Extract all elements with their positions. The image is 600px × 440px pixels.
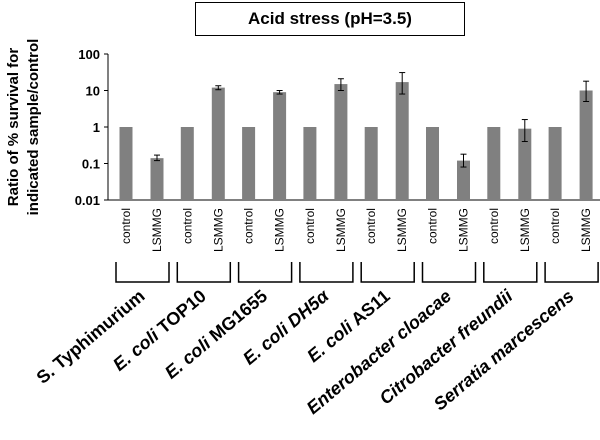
group-bracket: [544, 262, 599, 283]
group-label-part: S. Typhimurium: [33, 286, 149, 388]
group-bracket: [115, 262, 170, 283]
category-label: control: [487, 208, 501, 244]
category-label: LSMMG: [518, 208, 532, 252]
category-label: control: [364, 208, 378, 244]
bar-lsmmg: [273, 92, 287, 200]
y-tick-label: 10: [86, 84, 100, 99]
group-bracket: [237, 262, 293, 283]
category-label: LSMMG: [579, 208, 593, 252]
bar-control: [426, 127, 439, 200]
category-label: control: [426, 208, 440, 244]
bar-lsmmg: [211, 87, 225, 200]
category-labels: control LSMMG control LSMMG control LSMMG cont…: [119, 208, 593, 252]
y-axis-label: Ratio of % survival for indicated sample/…: [5, 39, 42, 216]
y-tick-label: 1: [93, 120, 100, 135]
group-bracket: [483, 262, 538, 283]
bar-control: [180, 127, 194, 200]
bar-lsmmg: [395, 82, 409, 200]
category-label: LSMMG: [273, 208, 287, 252]
category-label: LSMMG: [211, 208, 225, 252]
bar-control: [303, 127, 317, 200]
bar-lsmmg: [579, 90, 593, 200]
y-axis-label-line: Ratio of % survival for: [5, 48, 22, 207]
bar-control: [487, 127, 501, 200]
group-bracket: [176, 262, 232, 283]
group-label-part: AS11: [344, 286, 394, 332]
group-bracket: [421, 262, 477, 283]
y-axis-label-line: indicated sample/control: [25, 39, 42, 216]
category-label: control: [119, 208, 133, 244]
bar-control: [364, 127, 378, 200]
category-label: LSMMG: [457, 208, 471, 252]
category-label: control: [548, 208, 562, 244]
y-tick-label: 0.1: [82, 157, 100, 172]
bar-lsmmg: [518, 128, 532, 200]
group-bracket: [360, 262, 415, 283]
y-tick-label: 100: [78, 47, 100, 62]
category-label: LSMMG: [334, 208, 348, 252]
bars: [119, 72, 593, 200]
category-label: LSMMG: [150, 208, 164, 252]
y-tick-label: 0.01: [75, 193, 100, 208]
group-brackets: [115, 262, 599, 283]
bar-lsmmg: [334, 84, 348, 200]
bar-control: [242, 127, 256, 200]
group-label: S. Typhimurium: [33, 286, 149, 388]
category-label: control: [180, 208, 194, 244]
group-bracket: [299, 262, 354, 283]
bar-control: [119, 127, 133, 200]
bar-lsmmg: [150, 158, 164, 200]
category-label: control: [242, 208, 256, 244]
chart-title: Acid stress (pH=3.5): [195, 2, 465, 36]
category-label: LSMMG: [395, 208, 409, 252]
bar-control: [548, 127, 562, 200]
group-label: E. coli MG1655: [161, 286, 271, 383]
group-label-part: TOP10: [150, 286, 210, 341]
category-label: control: [303, 208, 317, 244]
bar-lsmmg: [457, 160, 470, 200]
